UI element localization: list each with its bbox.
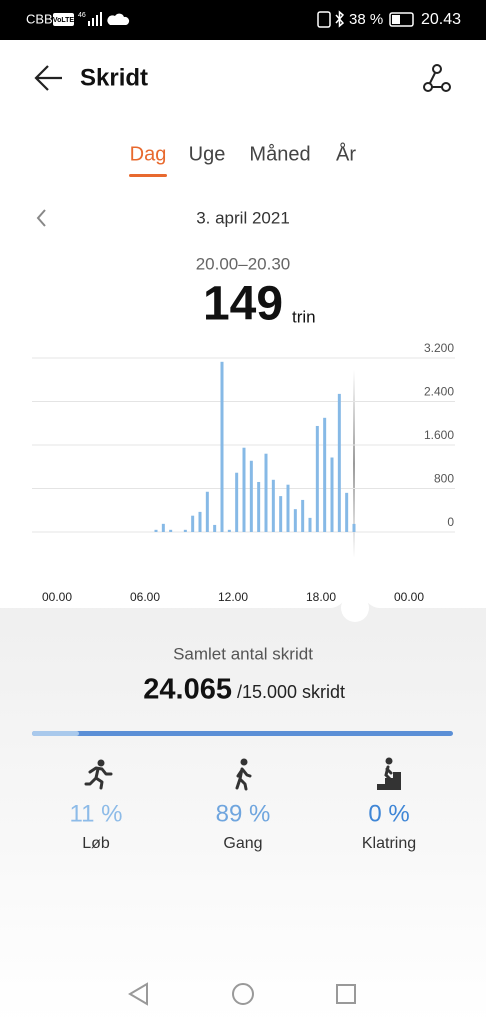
walk-icon: [235, 758, 252, 791]
clock: 20.43: [421, 11, 461, 28]
bar: [154, 529, 158, 532]
bluetooth-icon: [335, 10, 345, 28]
bar: [235, 472, 239, 532]
selection-handle[interactable]: [341, 594, 369, 622]
network: VoLTE: [53, 17, 74, 24]
progress-run: [32, 731, 79, 736]
bar: [293, 509, 297, 532]
bar: [323, 417, 327, 532]
bar: [220, 361, 224, 532]
bar: [264, 453, 268, 532]
y-tick-label: 3.200: [424, 341, 454, 355]
status-bar: [0, 0, 486, 40]
nfc-icon: [317, 11, 331, 28]
summary-total: 24.065: [143, 674, 232, 706]
nav-back[interactable]: [128, 982, 148, 1006]
bar: [213, 524, 217, 532]
bar: [345, 492, 349, 532]
bar: [205, 491, 209, 532]
bar: [227, 529, 231, 532]
walk-percent: 89 %: [216, 800, 271, 827]
tab-indicator: [129, 174, 167, 177]
bar: [271, 479, 275, 532]
climb-label: Klatring: [362, 835, 416, 852]
cloud-icon: [107, 13, 130, 25]
x-tick-label: 18.00: [306, 590, 336, 604]
tab-month[interactable]: Måned: [249, 143, 310, 165]
signal-icon: [88, 12, 102, 26]
signal-type: 46: [78, 12, 86, 19]
run-percent: 11 %: [70, 800, 123, 827]
walk-label: Gang: [223, 835, 262, 852]
bar: [352, 523, 356, 532]
battery-level: [392, 15, 400, 24]
bar: [308, 517, 312, 532]
tab-week[interactable]: Uge: [189, 143, 226, 165]
previous-day[interactable]: [36, 209, 46, 227]
y-tick-label: 800: [434, 472, 454, 486]
selected-steps: 149: [203, 278, 283, 331]
bar: [198, 511, 202, 532]
bar: [257, 481, 261, 532]
climb-icon: [377, 757, 401, 790]
x-tick-label: 12.00: [218, 590, 248, 604]
x-tick-label: 06.00: [130, 590, 160, 604]
battery-percent: 38 %: [349, 11, 383, 28]
bar: [286, 484, 290, 532]
nav-recent[interactable]: [336, 984, 356, 1004]
selection-cursor: [353, 370, 355, 558]
bar: [337, 393, 341, 532]
y-tick-label: 0: [447, 515, 454, 529]
tab-day[interactable]: Dag: [130, 143, 167, 165]
nav-home[interactable]: [232, 983, 254, 1005]
volte-badge: [53, 13, 74, 26]
y-tick-label: 2.400: [424, 385, 454, 399]
run-icon: [84, 759, 113, 790]
climb-percent: 0 %: [368, 800, 409, 827]
bar: [161, 523, 165, 532]
tab-year[interactable]: År: [336, 142, 356, 165]
x-tick-label: 00.00: [394, 590, 424, 604]
summary-goal: /15.000 skridt: [237, 682, 345, 702]
selected-unit: trin: [292, 307, 316, 326]
progress-walk: [32, 731, 453, 736]
page-title: Skridt: [80, 64, 148, 91]
carrier: CBB: [26, 11, 53, 26]
battery-icon: [389, 12, 414, 27]
bar: [183, 529, 187, 532]
selected-range: 20.00–20.30: [196, 254, 291, 273]
date: 3. april 2021: [196, 208, 290, 227]
summary-panel: [0, 596, 486, 1024]
run-label: Løb: [82, 835, 110, 852]
step-chart: 0 800 1.600 2.400 3.200 00.00 06.00 12.00 18.00 0…: [32, 341, 455, 604]
bar: [301, 499, 305, 532]
bar: [169, 529, 173, 532]
bar: [330, 457, 334, 532]
bar: [191, 515, 195, 532]
bar: [242, 447, 246, 532]
bar: [249, 460, 253, 532]
share-button[interactable]: [423, 64, 451, 92]
bar: [315, 425, 319, 532]
x-tick-label: 00.00: [42, 590, 72, 604]
summary-label: Samlet antal skridt: [173, 644, 313, 663]
back-button[interactable]: [34, 65, 62, 91]
y-tick-label: 1.600: [424, 428, 454, 442]
bar: [279, 496, 283, 532]
